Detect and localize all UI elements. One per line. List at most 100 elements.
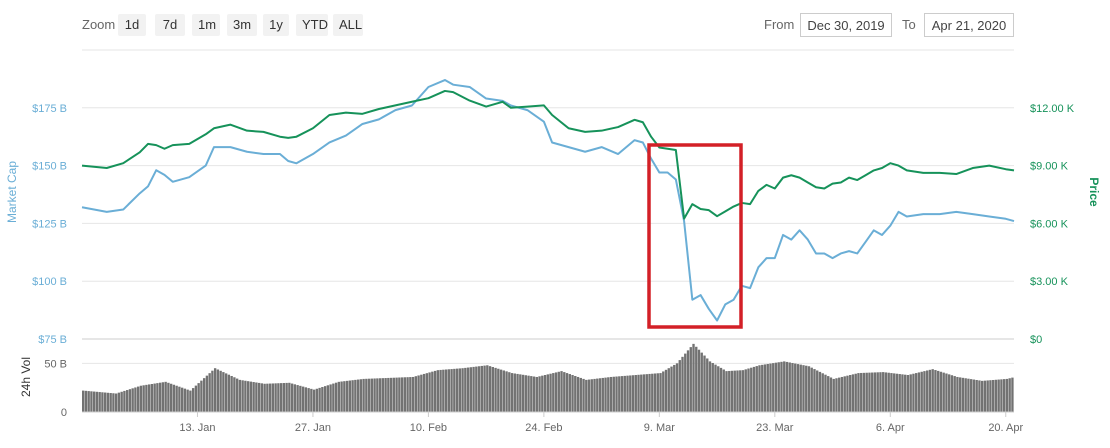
volume-bar [329,384,332,412]
x-tick-label: 24. Feb [525,422,562,434]
volume-bar [466,367,470,412]
volume-bar [505,371,508,412]
volume-bar [576,376,580,412]
volume-bar [521,374,525,412]
volume-bar [233,377,236,412]
volume-bar [392,377,396,412]
volume-bar [673,364,676,412]
zoom-button-all[interactable]: ALL [333,14,363,36]
volume-bar [153,383,156,412]
volume-bar [964,378,967,412]
volume-bar [216,369,220,412]
volume-bar [884,372,888,412]
volume-bar [791,363,794,412]
volume-tick-label: $75 B [38,334,67,346]
y-left-tick-label: $100 B [32,276,67,288]
volume-bar [780,361,783,412]
volume-bar [626,375,629,412]
volume-bar [312,389,316,412]
volume-bar [411,376,415,412]
volume-bar [321,387,324,412]
volume-bar [164,381,167,412]
y-left-tick-label: $150 B [32,161,67,173]
volume-bar [937,370,940,412]
to-date-input[interactable] [924,13,1014,37]
volume-bar [194,385,198,412]
volume-bar [191,388,195,412]
from-date-input[interactable] [800,13,892,37]
volume-bar [871,372,874,412]
volume-bar [87,391,90,412]
x-tick-label: 23. Mar [756,422,794,434]
zoom-button-1d[interactable]: 1d [118,14,146,36]
volume-bar [428,372,431,412]
volume-bar [348,380,352,412]
volume-bar [873,372,877,412]
volume-bar [813,369,816,412]
volume-bar [106,392,110,412]
volume-bar [959,377,962,412]
volume-bar [620,376,624,412]
volume-bar [406,377,409,412]
volume-bar [607,377,610,412]
volume-bar [290,383,294,412]
zoom-button-ytd[interactable]: YTD [296,14,328,36]
volume-bar [763,364,767,412]
volume-bar [147,384,151,412]
volume-bar [318,387,321,412]
volume-bar [161,382,165,412]
volume-bar [175,385,178,412]
volume-bar [483,365,486,412]
volume-bar [227,374,231,412]
volume-bar [697,349,701,412]
volume-bar [785,361,789,412]
series-lines [81,79,1015,322]
volume-bar [945,373,948,412]
volume-bar [596,378,599,412]
x-tick-label: 10. Feb [410,422,447,434]
volume-bar [134,387,137,412]
volume-bar [1008,378,1011,412]
volume-bar [953,376,956,412]
volume-bar [271,383,275,412]
volume-bar [681,356,684,412]
volume-bar [145,384,148,412]
volume-bar [615,376,618,412]
zoom-button-1m[interactable]: 1m [192,14,220,36]
zoom-button-7d[interactable]: 7d [155,14,185,36]
volume-bar [689,347,692,412]
volume-bar [224,373,228,412]
zoom-button-1y[interactable]: 1y [263,14,289,36]
volume-bar [359,379,363,412]
volume-bar [310,388,313,412]
volume-bar [865,372,868,412]
y-right-tick-label: $3.00 K [1030,276,1069,288]
volume-bar [739,370,742,412]
volume-bar [1003,379,1006,412]
volume-bar [178,386,181,412]
zoom-label: Zoom [82,17,116,32]
volume-bar [708,361,712,412]
volume-bar [917,372,921,412]
volume-bar [843,376,846,412]
volume-bar [827,376,830,412]
volume-bar [961,377,965,412]
volume-bar [923,371,926,412]
volume-bar [675,363,679,412]
volume-bar [802,365,805,412]
volume-bar [381,378,385,412]
volume-bar [931,369,934,412]
volume-bar [337,381,341,412]
volume-bar [752,366,756,412]
volume-bar [362,378,365,412]
volume-bar [277,383,280,412]
zoom-button-3m[interactable]: 3m [227,14,257,36]
highlight-box [647,143,743,329]
volume-bar [263,383,266,412]
volume-bar [574,375,577,412]
volume-bar [472,366,475,412]
volume-bar [128,389,132,412]
volume-bar [989,380,992,412]
x-tick-label: 9. Mar [644,422,676,434]
